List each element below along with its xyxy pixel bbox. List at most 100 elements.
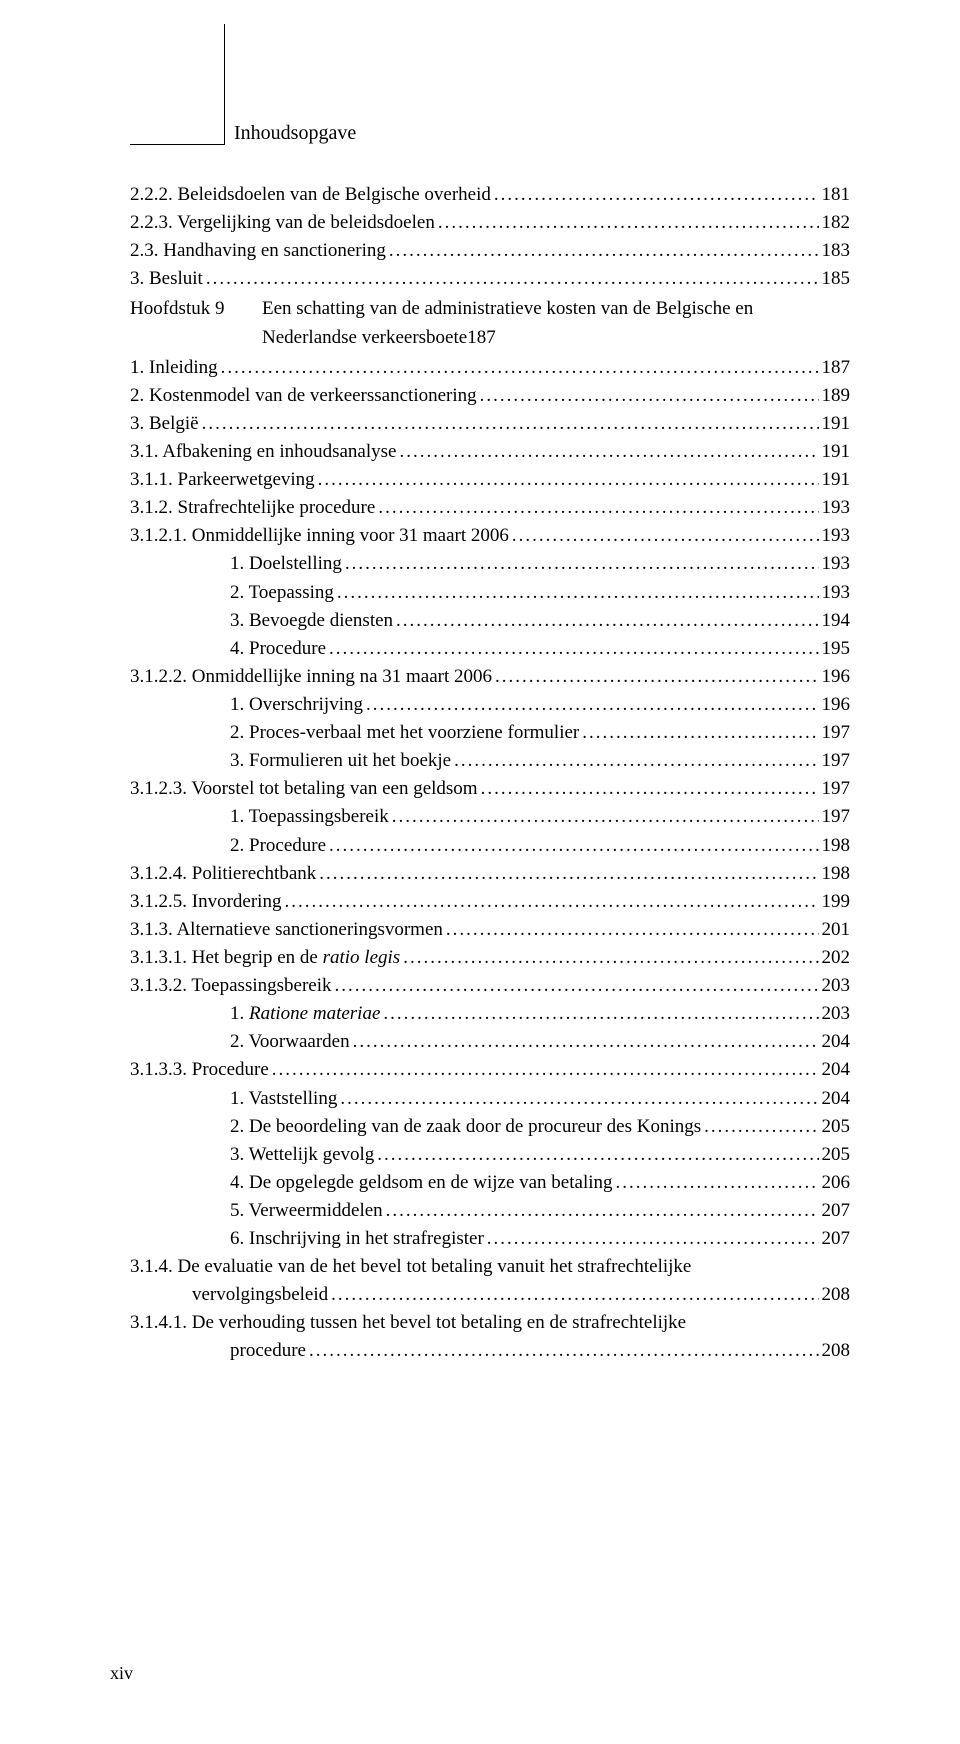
toc-text: 2. Proces-verbaal met het voorziene form… <box>230 719 579 747</box>
toc-entry: 3. Formulieren uit het boekje197 <box>130 747 850 775</box>
leader-dots <box>335 972 819 1000</box>
toc-page: 193 <box>822 494 851 522</box>
header-horizontal-rule <box>130 144 225 145</box>
toc-text: 3.1. Afbakening en inhoudsanalyse <box>130 438 396 466</box>
toc-page: 207 <box>822 1197 851 1225</box>
toc-entry: 3. Besluit 185 <box>130 265 850 293</box>
toc-entry-wrap-line2: procedure 208 <box>130 1337 850 1365</box>
toc-page: 197 <box>822 803 851 831</box>
toc-entry: 2. Toepassing 193 <box>130 579 850 607</box>
toc-page: 191 <box>822 410 851 438</box>
leader-dots <box>337 579 819 607</box>
toc-text: 2. Procedure <box>230 832 326 860</box>
leader-dots <box>202 410 819 438</box>
table-of-contents: 2.2.2. Beleidsdoelen van de Belgische ov… <box>130 181 850 1366</box>
page-title: Inhoudsopgave <box>234 122 850 145</box>
toc-entry: 4. Procedure195 <box>130 635 850 663</box>
leader-dots <box>480 382 819 410</box>
leader-dots <box>495 663 818 691</box>
toc-text-plain: 1. <box>230 1003 249 1024</box>
toc-text: Nederlandse verkeersboete <box>262 324 467 352</box>
toc-entry: 5. Verweermiddelen207 <box>130 1197 850 1225</box>
toc-page: 196 <box>822 691 851 719</box>
leader-dots <box>353 1028 819 1056</box>
toc-text: 1. Inleiding <box>130 354 218 382</box>
leader-dots <box>329 832 818 860</box>
leader-dots <box>383 1000 818 1028</box>
leader-dots <box>377 1141 818 1169</box>
toc-page: 206 <box>822 1169 851 1197</box>
leader-dots <box>392 803 819 831</box>
toc-page: 189 <box>822 382 851 410</box>
leader-dots <box>616 1169 819 1197</box>
toc-page: 201 <box>822 916 851 944</box>
toc-text: 3.1.2.2. Onmiddellijke inning na 31 maar… <box>130 663 492 691</box>
toc-text: 3.1.2.5. Invordering <box>130 888 281 916</box>
toc-entry: 3.1.3.3. Procedure204 <box>130 1056 850 1084</box>
toc-text: 2. Toepassing <box>230 579 334 607</box>
leader-dots <box>446 916 819 944</box>
toc-page: 182 <box>822 209 851 237</box>
toc-text: 3.1.1. Parkeerwetgeving <box>130 466 315 494</box>
toc-page: 185 <box>822 265 851 293</box>
toc-entry: 1. Inleiding187 <box>130 354 850 382</box>
leader-dots <box>345 550 819 578</box>
leader-dots <box>481 775 819 803</box>
toc-entry: 1. Ratione materiae203 <box>130 1000 850 1028</box>
toc-text: 3. Formulieren uit het boekje <box>230 747 451 775</box>
toc-text: 3. België <box>130 410 199 438</box>
toc-text: 1. Overschrijving <box>230 691 363 719</box>
toc-entry: 3.1.1. Parkeerwetgeving 191 <box>130 466 850 494</box>
chapter-title-line1: Een schatting van de administratieve kos… <box>262 295 850 323</box>
toc-entry: 3. Bevoegde diensten 194 <box>130 607 850 635</box>
toc-entry: 2.2.3. Vergelijking van de beleidsdoelen… <box>130 209 850 237</box>
toc-page: 207 <box>822 1225 851 1253</box>
toc-page: 199 <box>822 888 851 916</box>
toc-text: 3. Bevoegde diensten <box>230 607 393 635</box>
toc-text-italic: ratio legis <box>323 947 401 968</box>
toc-text: 3.1.3. Alternatieve sanctioneringsvormen <box>130 916 443 944</box>
toc-page: 191 <box>822 466 851 494</box>
toc-text: 2. Voorwaarden <box>230 1028 350 1056</box>
toc-entry: 3.1.2.3. Voorstel tot betaling van een g… <box>130 775 850 803</box>
page-number: xiv <box>110 1663 133 1684</box>
leader-dots <box>494 181 819 209</box>
toc-entry: 3.1.2.4. Politierechtbank198 <box>130 860 850 888</box>
toc-page: 193 <box>822 579 851 607</box>
toc-text: 3.1.4.1. De verhouding tussen het bevel … <box>130 1309 686 1337</box>
toc-entry: 3.1.2. Strafrechtelijke procedure 193 <box>130 494 850 522</box>
toc-page: 194 <box>822 607 851 635</box>
toc-entry: 1. Overschrijving 196 <box>130 691 850 719</box>
toc-page: 205 <box>822 1141 851 1169</box>
leader-dots <box>318 466 819 494</box>
toc-entry: 4. De opgelegde geldsom en de wijze van … <box>130 1169 850 1197</box>
leader-dots <box>329 635 818 663</box>
toc-page: 204 <box>822 1028 851 1056</box>
toc-text: 3.1.2.3. Voorstel tot betaling van een g… <box>130 775 478 803</box>
toc-entry-wrap-line1: 3.1.4. De evaluatie van de het bevel tot… <box>130 1253 850 1281</box>
toc-entry: 3.1.3.1. Het begrip en de ratio legis202 <box>130 944 850 972</box>
toc-entry: 3. België 191 <box>130 410 850 438</box>
toc-page: 204 <box>822 1056 851 1084</box>
toc-chapter: Hoofdstuk 9Een schatting van de administ… <box>130 295 850 351</box>
toc-page: 193 <box>822 550 851 578</box>
toc-page: 198 <box>822 832 851 860</box>
leader-dots <box>378 494 818 522</box>
leader-dots <box>389 237 819 265</box>
toc-text: 2. De beoordeling van de zaak door de pr… <box>230 1113 701 1141</box>
leader-dots <box>396 607 818 635</box>
toc-text: 3. Wettelijk gevolg <box>230 1141 374 1169</box>
toc-entry: 6. Inschrijving in het strafregister 207 <box>130 1225 850 1253</box>
chapter-title-line2: Nederlandse verkeersboete187 <box>262 324 850 352</box>
toc-text: 3. Besluit <box>130 265 203 293</box>
toc-text: procedure <box>230 1337 306 1365</box>
toc-text: 6. Inschrijving in het strafregister <box>230 1225 484 1253</box>
toc-entry: 3. Wettelijk gevolg 205 <box>130 1141 850 1169</box>
toc-entry: 3.1.2.1. Onmiddellijke inning voor 31 ma… <box>130 522 850 550</box>
toc-page: 208 <box>822 1337 851 1365</box>
toc-page: 191 <box>822 438 851 466</box>
toc-entry: 3.1.3. Alternatieve sanctioneringsvormen… <box>130 916 850 944</box>
toc-text: 3.1.2. Strafrechtelijke procedure <box>130 494 375 522</box>
toc-text: 2.3. Handhaving en sanctionering <box>130 237 386 265</box>
toc-text: 1. Ratione materiae <box>230 1000 380 1028</box>
